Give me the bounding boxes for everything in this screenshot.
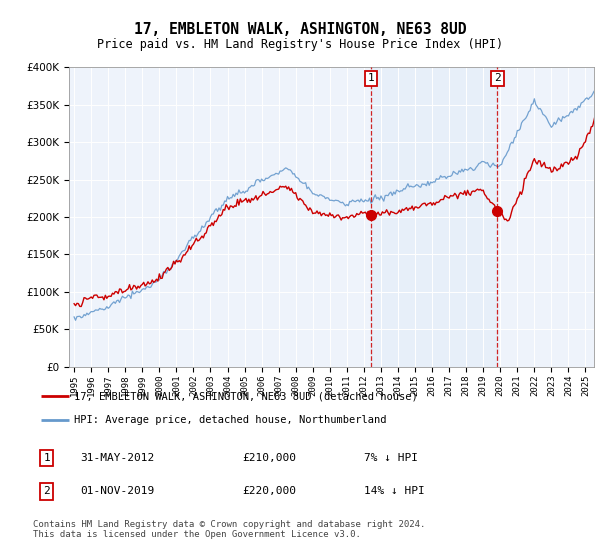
Text: £210,000: £210,000 — [243, 453, 297, 463]
Text: 14% ↓ HPI: 14% ↓ HPI — [364, 487, 425, 497]
Bar — [371, 67, 497, 367]
Text: 7% ↓ HPI: 7% ↓ HPI — [364, 453, 418, 463]
Text: HPI: Average price, detached house, Northumberland: HPI: Average price, detached house, Nort… — [74, 415, 387, 425]
Text: 17, EMBLETON WALK, ASHINGTON, NE63 8UD: 17, EMBLETON WALK, ASHINGTON, NE63 8UD — [134, 22, 466, 38]
Text: Contains HM Land Registry data © Crown copyright and database right 2024.
This d: Contains HM Land Registry data © Crown c… — [33, 520, 425, 539]
Text: 31-MAY-2012: 31-MAY-2012 — [80, 453, 154, 463]
Text: 1: 1 — [368, 73, 374, 83]
Text: £220,000: £220,000 — [243, 487, 297, 497]
Text: 1: 1 — [43, 453, 50, 463]
Text: 2: 2 — [43, 487, 50, 497]
Text: Price paid vs. HM Land Registry's House Price Index (HPI): Price paid vs. HM Land Registry's House … — [97, 38, 503, 50]
Text: 2: 2 — [494, 73, 501, 83]
Text: 17, EMBLETON WALK, ASHINGTON, NE63 8UD (detached house): 17, EMBLETON WALK, ASHINGTON, NE63 8UD (… — [74, 391, 418, 402]
Text: 01-NOV-2019: 01-NOV-2019 — [80, 487, 154, 497]
